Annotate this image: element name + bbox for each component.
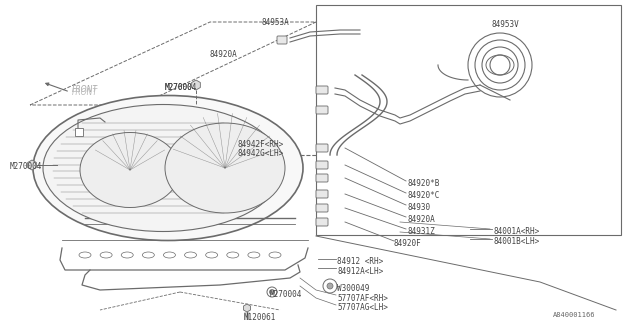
FancyBboxPatch shape — [316, 204, 328, 212]
Text: M120061: M120061 — [244, 313, 276, 320]
Text: 84930: 84930 — [407, 203, 430, 212]
Bar — [75, 128, 83, 136]
Ellipse shape — [100, 252, 112, 258]
Text: 84953V: 84953V — [492, 20, 520, 29]
Text: 84912 <RH>: 84912 <RH> — [337, 257, 383, 266]
Text: M270004: M270004 — [10, 162, 42, 171]
Text: 84001B<LH>: 84001B<LH> — [493, 237, 540, 246]
Ellipse shape — [163, 252, 175, 258]
Text: 57707AG<LH>: 57707AG<LH> — [337, 303, 388, 312]
Circle shape — [327, 283, 333, 289]
Text: M270004: M270004 — [165, 83, 197, 92]
Text: W300049: W300049 — [337, 284, 369, 293]
Text: FRONT: FRONT — [72, 85, 98, 94]
Ellipse shape — [269, 252, 281, 258]
Ellipse shape — [33, 95, 303, 241]
Text: 84920F: 84920F — [394, 239, 422, 248]
Text: 84001A<RH>: 84001A<RH> — [493, 227, 540, 236]
Ellipse shape — [142, 252, 154, 258]
FancyBboxPatch shape — [316, 86, 328, 94]
Text: 84920A: 84920A — [210, 50, 237, 59]
FancyBboxPatch shape — [316, 190, 328, 198]
Text: FRONT: FRONT — [72, 88, 98, 97]
Text: 84942G<LH>: 84942G<LH> — [237, 149, 284, 158]
Bar — [316, 5, 621, 235]
Ellipse shape — [165, 123, 285, 213]
Ellipse shape — [227, 252, 239, 258]
Circle shape — [269, 290, 275, 294]
Text: 84953A: 84953A — [262, 18, 290, 27]
Circle shape — [323, 279, 337, 293]
Text: A840001166: A840001166 — [553, 312, 595, 318]
Text: 84912A<LH>: 84912A<LH> — [337, 267, 383, 276]
Circle shape — [267, 287, 277, 297]
FancyBboxPatch shape — [316, 161, 328, 169]
FancyBboxPatch shape — [316, 144, 328, 152]
Ellipse shape — [121, 252, 133, 258]
Ellipse shape — [43, 105, 283, 231]
Text: 57707AF<RH>: 57707AF<RH> — [337, 294, 388, 303]
Text: M270004: M270004 — [165, 83, 197, 92]
Text: 84920*B: 84920*B — [407, 179, 440, 188]
Text: 84920*C: 84920*C — [407, 191, 440, 200]
Text: 84942F<RH>: 84942F<RH> — [237, 140, 284, 149]
FancyBboxPatch shape — [277, 36, 287, 44]
Text: 84920A: 84920A — [407, 215, 435, 224]
Ellipse shape — [205, 252, 218, 258]
Ellipse shape — [184, 252, 196, 258]
Ellipse shape — [248, 252, 260, 258]
Text: M270004: M270004 — [270, 290, 302, 299]
FancyBboxPatch shape — [316, 174, 328, 182]
FancyBboxPatch shape — [316, 218, 328, 226]
Text: 84931Z: 84931Z — [407, 227, 435, 236]
FancyBboxPatch shape — [316, 106, 328, 114]
Ellipse shape — [80, 132, 180, 207]
Ellipse shape — [79, 252, 91, 258]
